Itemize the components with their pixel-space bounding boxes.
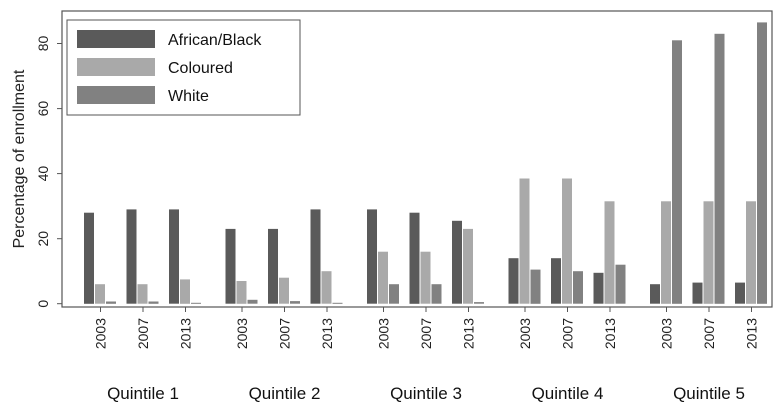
legend: African/Black Coloured White [66,19,301,116]
bar-african-black-quintile-4-2003 [508,258,519,304]
group-label: Quintile 5 [673,384,745,403]
y-axis-title: Percentage of enrollment [11,69,28,248]
x-tick-label: 2003 [93,318,109,349]
bar-african-black-quintile-3-2013 [452,220,462,304]
bar-coloured-quintile-5-2013 [746,201,756,304]
bar-african-black-quintile-1-2013 [169,209,179,304]
group-label: Quintile 2 [249,384,321,403]
legend-swatch [77,58,155,76]
bar-african-black-quintile-2-2007 [268,228,278,304]
x-tick-label: 2007 [418,318,434,349]
bar-african-black-quintile-4-2013 [593,272,604,304]
bar-coloured-quintile-3-2013 [463,228,473,304]
bar-white-quintile-2-2013 [332,302,343,304]
bar-african-black-quintile-2-2003 [225,228,236,304]
group-label: Quintile 3 [390,384,462,403]
bars-layer [84,22,767,304]
bar-coloured-quintile-4-2003 [519,178,530,304]
bar-coloured-quintile-5-2007 [703,201,714,304]
x-tick-label: 2007 [277,318,293,349]
bar-african-black-quintile-3-2007 [409,212,420,304]
x-tick-label: 2003 [517,318,533,349]
bar-african-black-quintile-1-2007 [126,209,137,304]
bar-african-black-quintile-2-2013 [310,209,321,304]
bar-coloured-quintile-3-2003 [378,251,388,304]
bar-white-quintile-4-2007 [573,271,583,304]
group-label: Quintile 1 [107,384,179,403]
legend-entry: White [168,88,209,105]
bar-white-quintile-1-2007 [148,301,159,304]
bar-white-quintile-3-2007 [431,284,442,304]
bar-white-quintile-2-2003 [247,299,258,304]
y-tick-label: 40 [35,166,51,182]
bar-white-quintile-5-2003 [672,40,682,304]
bar-white-quintile-3-2013 [474,302,484,304]
x-tick-label: 2007 [701,318,717,349]
y-tick-label: 80 [35,36,51,52]
bar-coloured-quintile-5-2003 [661,201,671,304]
x-tick-label: 2003 [376,318,392,349]
bar-white-quintile-3-2003 [389,284,399,304]
bar-coloured-quintile-1-2003 [95,284,105,304]
y-tick-label: 60 [35,101,51,117]
bar-white-quintile-4-2013 [615,264,626,304]
bar-coloured-quintile-2-2003 [236,281,247,304]
bar-white-quintile-5-2007 [714,33,725,304]
bar-coloured-quintile-4-2013 [604,201,615,304]
bar-african-black-quintile-4-2007 [551,258,561,304]
bar-coloured-quintile-4-2007 [562,178,572,304]
legend-entry: African/Black [168,32,262,49]
bar-african-black-quintile-5-2003 [650,284,660,304]
y-tick-label: 20 [35,231,51,247]
x-tick-label: 2003 [659,318,675,349]
bar-white-quintile-1-2003 [106,301,116,304]
bar-african-black-quintile-5-2013 [735,282,745,304]
legend-swatch [77,86,155,104]
bar-african-black-quintile-1-2003 [84,212,94,304]
bar-white-quintile-1-2013 [191,302,201,304]
x-tick-label: 2013 [178,318,194,349]
bar-african-black-quintile-5-2007 [692,282,703,304]
bar-african-black-quintile-3-2003 [367,209,377,304]
bar-white-quintile-2-2007 [290,301,300,304]
bar-white-quintile-5-2013 [757,22,767,304]
bar-coloured-quintile-3-2007 [420,251,431,304]
x-tick-label: 2013 [744,318,760,349]
group-label: Quintile 4 [532,384,604,403]
bar-coloured-quintile-2-2013 [321,271,332,304]
bar-coloured-quintile-1-2013 [180,279,190,304]
bar-coloured-quintile-1-2007 [137,284,148,304]
legend-swatch [77,30,155,48]
x-tick-label: 2013 [602,318,618,349]
bar-white-quintile-4-2003 [530,269,541,304]
x-tick-label: 2003 [234,318,250,349]
bar-coloured-quintile-2-2007 [279,277,289,304]
x-axis: 2003 2007 2013 Quintile 1 2003 2007 2013 Quinti… [93,307,760,403]
x-tick-label: 2013 [461,318,477,349]
y-axis: 0 20 40 60 80 [35,36,62,308]
x-tick-label: 2007 [135,318,151,349]
legend-entry: Coloured [168,60,233,77]
y-tick-label: 0 [35,300,51,308]
x-tick-label: 2013 [319,318,335,349]
x-tick-label: 2007 [560,318,576,349]
